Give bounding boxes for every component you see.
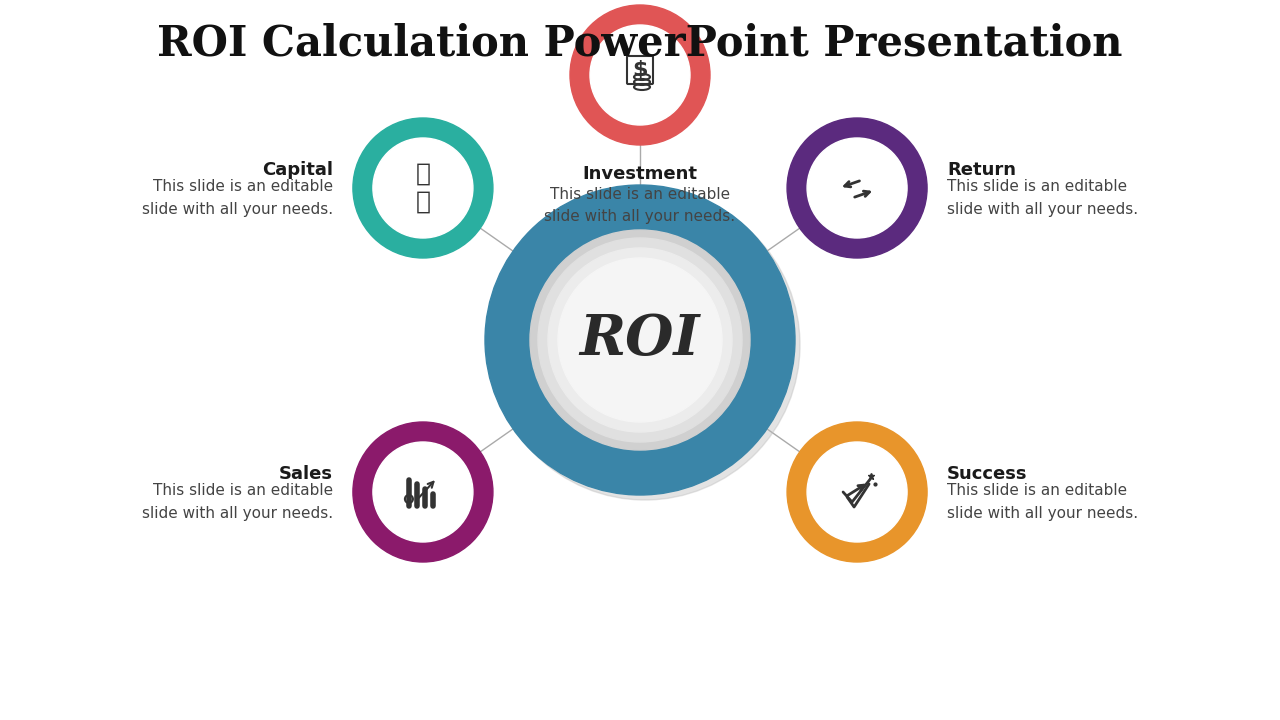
Circle shape [353,422,493,562]
Circle shape [590,25,690,125]
Circle shape [485,185,795,495]
Circle shape [372,138,472,238]
Text: Investment: Investment [582,165,698,183]
Circle shape [353,118,493,258]
Text: ROI: ROI [580,312,700,367]
Circle shape [570,5,710,145]
Circle shape [808,442,908,542]
Circle shape [787,118,927,258]
Circle shape [558,258,722,422]
Circle shape [490,190,800,500]
Text: Success: Success [947,465,1028,483]
Text: This slide is an editable
slide with all your needs.: This slide is an editable slide with all… [142,179,333,217]
Circle shape [787,422,927,562]
Circle shape [530,230,750,450]
Text: This slide is an editable
slide with all your needs.: This slide is an editable slide with all… [544,187,736,224]
Circle shape [372,442,472,542]
Text: $: $ [632,60,648,80]
Circle shape [538,238,742,442]
Circle shape [548,248,732,432]
Circle shape [808,138,908,238]
Text: This slide is an editable
slide with all your needs.: This slide is an editable slide with all… [142,483,333,521]
Text: ROI Calculation PowerPoint Presentation: ROI Calculation PowerPoint Presentation [157,23,1123,65]
Text: Capital: Capital [262,161,333,179]
Text: Sales: Sales [279,465,333,483]
Text: This slide is an editable
slide with all your needs.: This slide is an editable slide with all… [947,179,1138,217]
Text: This slide is an editable
slide with all your needs.: This slide is an editable slide with all… [947,483,1138,521]
Text: ✋
💵: ✋ 💵 [416,162,430,214]
Text: Return: Return [947,161,1016,179]
